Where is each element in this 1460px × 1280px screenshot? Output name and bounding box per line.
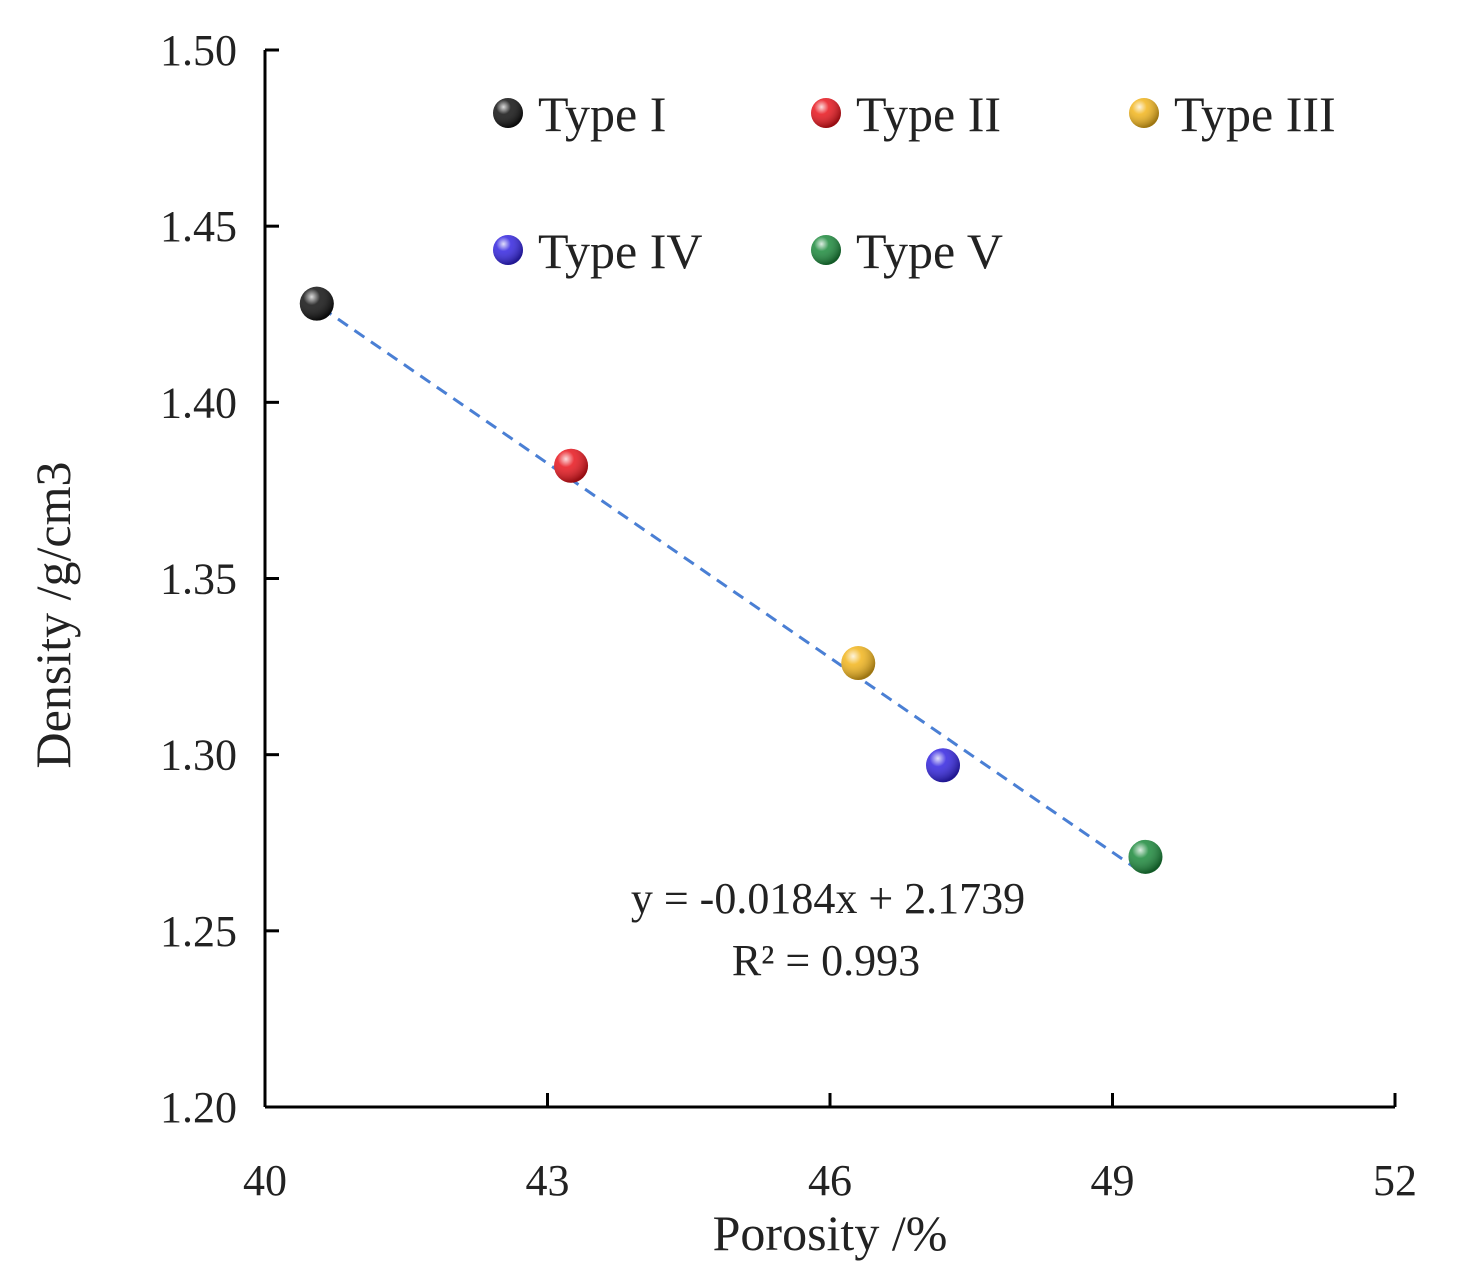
legend-item-type-2: Type II (811, 86, 1001, 142)
data-point-type-2 (554, 448, 589, 483)
x-ticks: 40 43 46 49 52 (243, 1093, 1417, 1205)
legend-item-type-5: Type V (811, 223, 1003, 279)
legend-label: Type II (856, 86, 1001, 142)
data-point-type-1 (299, 286, 334, 321)
y-tick-label: 1.25 (160, 907, 237, 956)
legend-label: Type I (538, 86, 666, 142)
legend-item-type-1: Type I (493, 86, 666, 142)
r-squared-label: R² = 0.993 (732, 936, 920, 985)
y-tick-label: 1.50 (160, 26, 237, 75)
data-point-type-3 (841, 646, 876, 681)
trendline-equation: y = -0.0184x + 2.1739 (631, 874, 1025, 923)
y-tick-label: 1.35 (160, 555, 237, 604)
legend-label: Type III (1174, 86, 1336, 142)
y-tick-label: 1.30 (160, 731, 237, 780)
trendline (320, 306, 1142, 873)
y-tick-label: 1.40 (160, 378, 237, 427)
data-points (299, 286, 1163, 874)
legend-label: Type IV (538, 223, 703, 279)
y-tick-label: 1.20 (160, 1083, 237, 1132)
data-point-type-4 (926, 748, 960, 783)
x-axis-title: Porosity /% (713, 1205, 948, 1261)
data-point-type-5 (1128, 839, 1163, 874)
y-ticks: 1.20 1.25 1.30 1.35 1.40 1.45 1.50 (160, 26, 279, 1132)
x-tick-label: 40 (243, 1156, 287, 1205)
legend-item-type-4: Type IV (493, 223, 703, 279)
x-tick-label: 43 (526, 1156, 570, 1205)
legend-label: Type V (856, 223, 1003, 279)
x-tick-label: 52 (1373, 1156, 1417, 1205)
legend-item-type-3: Type III (1129, 86, 1336, 142)
x-tick-label: 46 (808, 1156, 852, 1205)
legend: Type I Type II Type III Type IV Type V (493, 86, 1336, 279)
y-axis-title: Density /g/cm3 (25, 462, 81, 769)
x-tick-label: 49 (1091, 1156, 1135, 1205)
y-tick-label: 1.45 (160, 202, 237, 251)
